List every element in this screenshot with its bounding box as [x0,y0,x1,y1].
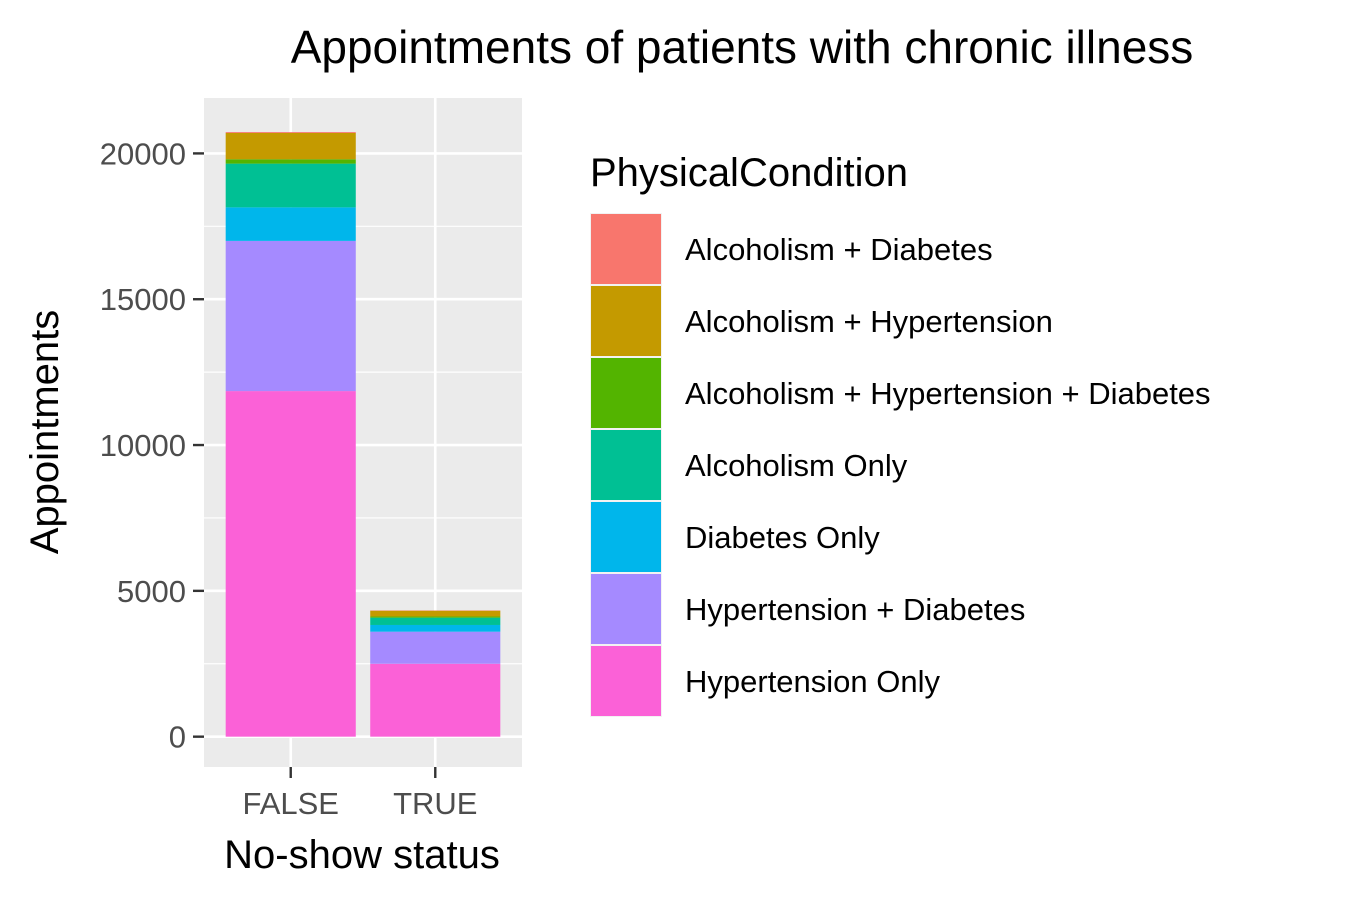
x-tick-label: TRUE [393,786,477,821]
legend-key [591,574,661,644]
y-tick-label: 0 [169,720,186,755]
legend-key [591,358,661,428]
chart-title: Appointments of patients with chronic il… [291,21,1194,73]
y-tick-label: 5000 [117,574,186,609]
bar-segment [225,132,356,160]
y-tick-label: 20000 [100,136,186,171]
legend-label: Alcoholism + Hypertension [685,304,1053,339]
legend-key [591,646,661,716]
x-axis: FALSE TRUE [242,767,477,821]
bar-segment [370,663,501,737]
legend-key [591,430,661,500]
bar-segment [225,159,356,164]
y-tick-label: 10000 [100,428,186,463]
bar-segment [370,616,501,618]
legend-label: Alcoholism + Hypertension + Diabetes [685,376,1211,411]
legend-title: PhysicalCondition [590,151,908,195]
legend: PhysicalCondition Alcoholism + DiabetesA… [590,151,1211,717]
legend-label: Alcoholism + Diabetes [685,232,993,267]
y-tick-label: 15000 [100,282,186,317]
legend-label: Alcoholism Only [685,448,908,483]
bar-segment [225,132,356,133]
legend-label: Hypertension Only [685,664,941,699]
bar-segment [370,617,501,625]
bar-segment [370,624,501,632]
x-tick-label: FALSE [242,786,339,821]
bar-segment [225,240,356,392]
legend-key [591,502,661,572]
bar-segment [370,631,501,664]
bar-segment [370,610,501,617]
legend-key [591,214,661,284]
legend-label: Hypertension + Diabetes [685,592,1025,627]
legend-key [591,286,661,356]
x-axis-title: No-show status [224,833,500,877]
y-axis-title: Appointments [23,310,67,555]
legend-items: Alcoholism + Diabetes Alcoholism + Hypert… [590,213,1211,717]
bar-segment [225,163,356,208]
bar-segment [225,207,356,241]
y-axis: 0 5000 10000 15000 20000 [100,136,204,755]
bars [225,132,501,737]
bar-segment [225,391,356,737]
legend-label: Diabetes Only [685,520,880,555]
